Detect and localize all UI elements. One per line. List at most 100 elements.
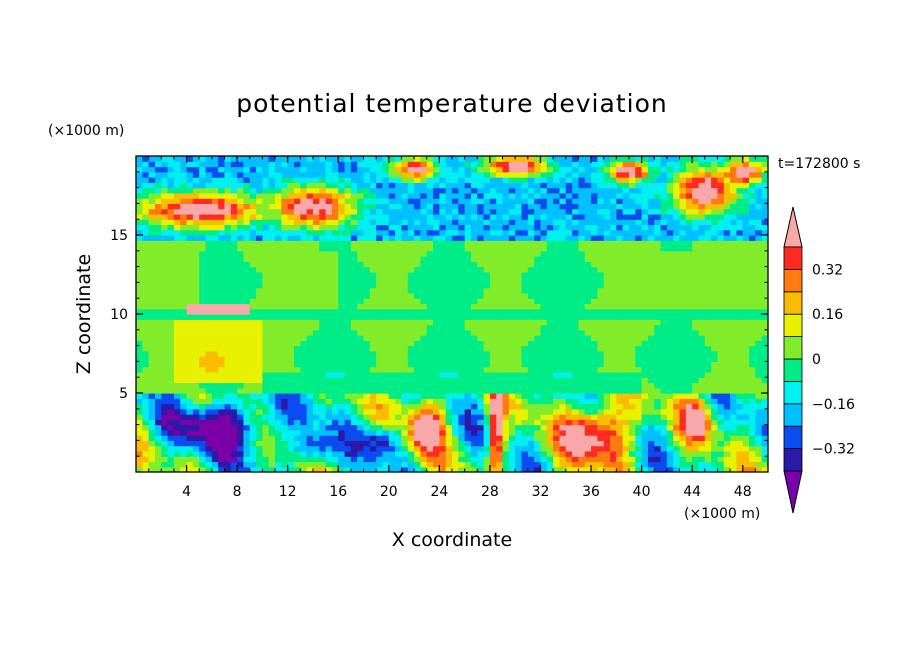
- field-cell: [483, 292, 491, 299]
- field-cell: [749, 350, 756, 357]
- field-cell: [344, 303, 352, 310]
- field-cell: [685, 319, 693, 326]
- field-cell: [338, 382, 346, 389]
- field-cell: [704, 350, 712, 357]
- field-cell: [591, 408, 598, 415]
- field-cell: [319, 393, 327, 399]
- field-cell: [173, 282, 181, 289]
- field-cell: [186, 414, 194, 420]
- field-cell: [698, 377, 706, 384]
- field-cell: [540, 466, 548, 472]
- field-cell: [401, 393, 409, 399]
- field-cell: [660, 456, 668, 463]
- field-cell: [540, 292, 548, 299]
- field-cell: [761, 329, 768, 336]
- field-cell: [515, 245, 523, 252]
- field-cell: [647, 466, 655, 472]
- field-cell: [426, 466, 434, 472]
- field-cell: [578, 308, 586, 315]
- field-cell: [243, 219, 251, 226]
- field-cell: [262, 466, 270, 472]
- field-cell: [610, 398, 617, 405]
- field-cell: [578, 245, 586, 252]
- field-cell: [268, 208, 276, 215]
- field-cell: [584, 429, 592, 436]
- field-cell: [287, 324, 295, 331]
- field-cell: [218, 429, 226, 436]
- field-cell: [256, 219, 263, 226]
- field-cell: [635, 319, 643, 326]
- field-cell: [414, 456, 421, 463]
- field-cell: [148, 314, 156, 320]
- field-cell: [199, 282, 207, 289]
- field-cell: [306, 256, 314, 262]
- field-cell: [439, 340, 447, 347]
- field-cell: [395, 308, 403, 315]
- field-cell: [414, 314, 421, 320]
- field-cell: [641, 261, 649, 268]
- field-cell: [553, 361, 561, 368]
- field-cell: [610, 450, 617, 457]
- field-cell: [205, 382, 213, 389]
- field-cell: [312, 350, 320, 357]
- field-cell: [294, 250, 301, 257]
- field-cell: [319, 277, 327, 283]
- field-cell: [603, 208, 611, 215]
- field-cell: [717, 403, 725, 410]
- field-cell: [749, 361, 756, 368]
- field-cell: [666, 213, 674, 220]
- field-cell: [350, 382, 358, 389]
- field-cell: [673, 450, 681, 457]
- field-cell: [369, 403, 377, 410]
- field-cell: [357, 224, 365, 231]
- field-cell: [262, 366, 270, 373]
- field-cell: [161, 224, 169, 231]
- field-cell: [256, 435, 263, 441]
- field-cell: [420, 366, 428, 373]
- field-cell: [730, 461, 737, 468]
- field-cell: [736, 419, 744, 426]
- field-cell: [142, 356, 150, 362]
- field-cell: [534, 361, 542, 368]
- field-cell: [300, 340, 308, 347]
- field-cell: [647, 340, 655, 347]
- field-cell: [673, 298, 681, 305]
- field-cell: [647, 371, 655, 378]
- field-cell: [376, 382, 384, 389]
- field-cell: [477, 403, 485, 410]
- field-cell: [673, 219, 681, 226]
- field-cell: [325, 345, 333, 352]
- field-cell: [458, 419, 466, 426]
- field-cell: [395, 314, 403, 320]
- field-cell: [325, 403, 333, 410]
- field-cell: [256, 403, 263, 410]
- field-cell: [407, 461, 415, 468]
- field-cell: [591, 229, 598, 236]
- field-cell: [294, 382, 301, 389]
- field-cell: [256, 303, 263, 310]
- field-cell: [635, 403, 643, 410]
- field-cell: [692, 324, 700, 331]
- field-cell: [553, 335, 561, 341]
- field-cell: [338, 245, 346, 252]
- field-cell: [192, 303, 200, 310]
- field-cell: [521, 224, 529, 231]
- field-cell: [654, 408, 662, 415]
- field-cell: [414, 250, 421, 257]
- field-cell: [218, 208, 226, 215]
- field-cell: [312, 424, 320, 431]
- field-cell: [281, 229, 289, 236]
- field-cell: [376, 340, 384, 347]
- field-cell: [173, 250, 181, 257]
- field-cell: [736, 345, 744, 352]
- field-cell: [578, 340, 586, 347]
- field-cell: [161, 245, 169, 252]
- field-cell: [458, 287, 466, 294]
- field-cell: [603, 292, 611, 299]
- field-cell: [704, 424, 712, 431]
- field-cell: [521, 235, 529, 241]
- field-cell: [489, 245, 497, 252]
- field-cell: [357, 319, 365, 326]
- field-cell: [230, 303, 238, 310]
- field-cell: [540, 277, 548, 283]
